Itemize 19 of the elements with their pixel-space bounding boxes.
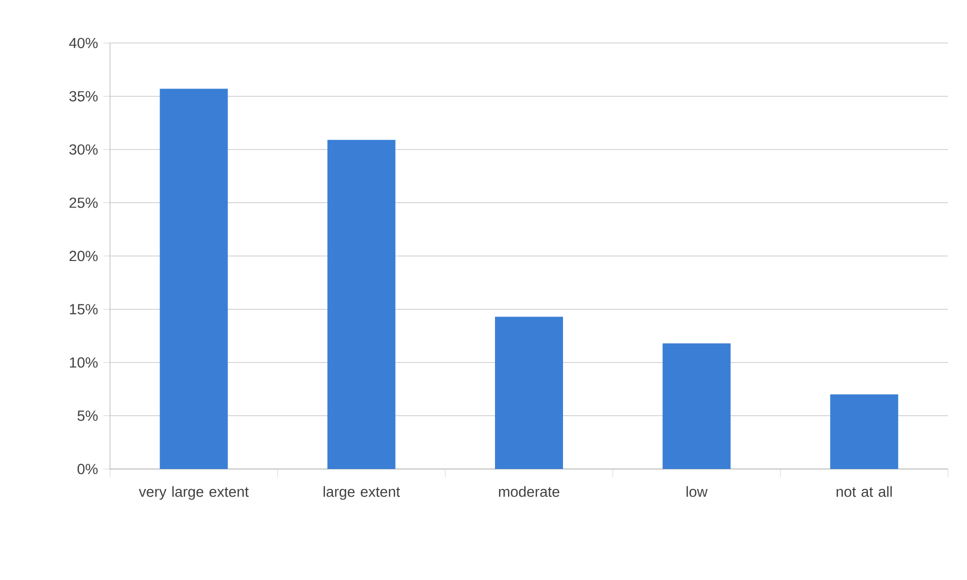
bar: [662, 343, 731, 469]
x-tick-label: low: [686, 486, 708, 497]
bar: [830, 394, 898, 469]
y-tick-label: 20%: [70, 250, 98, 262]
y-tick-label: 15%: [70, 304, 98, 314]
bar: [160, 88, 228, 469]
bar: [327, 140, 396, 469]
y-tick-label: 10%: [70, 357, 98, 368]
y-tick-label: 40%: [69, 38, 98, 48]
y-tick-label: 35%: [69, 91, 98, 102]
x-tick-label: moderate: [499, 486, 560, 497]
y-tick-label: 25%: [70, 198, 98, 208]
y-tick-label: 5%: [78, 410, 98, 421]
y-tick-label: 0%: [78, 464, 98, 474]
y-tick-label: 30%: [69, 144, 98, 155]
x-tick-label: very large extent: [138, 486, 249, 500]
x-tick-label: large extent: [324, 486, 400, 500]
bar: [495, 316, 564, 469]
x-tick-label: not at all: [836, 486, 892, 497]
